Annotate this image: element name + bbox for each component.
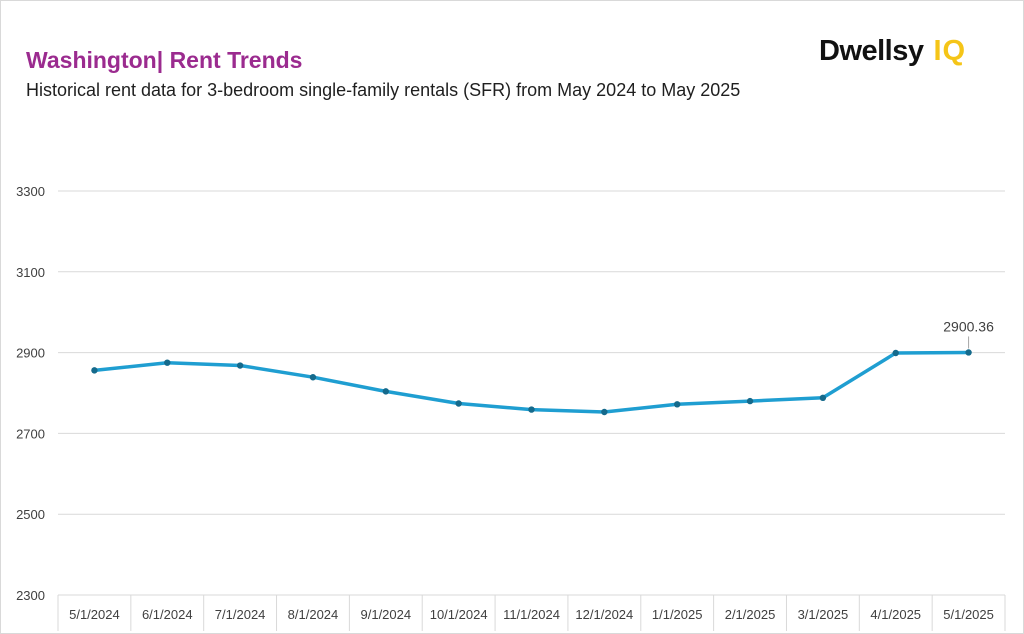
logo-wordmark: Dwellsy: [819, 34, 924, 67]
dwellsy-iq-logo: Dwellsy IQ: [819, 31, 966, 71]
y-tick-label: 3100: [16, 265, 45, 280]
y-tick-label: 3300: [16, 184, 45, 199]
y-tick-label: 2700: [16, 426, 45, 441]
chart-title: Washington| Rent Trends: [26, 47, 302, 74]
x-tick-label: 11/1/2024: [503, 607, 560, 622]
data-label: 2900.36: [943, 318, 994, 334]
data-point: [528, 406, 535, 413]
y-tick-label: 2900: [16, 346, 45, 361]
x-tick-label: 6/1/2024: [142, 607, 193, 622]
data-point: [236, 362, 244, 369]
x-tick-label: 2/1/2025: [725, 607, 776, 622]
data-point: [746, 397, 754, 405]
x-tick-label: 8/1/2024: [288, 607, 339, 622]
x-tick-label: 9/1/2024: [361, 607, 412, 622]
data-point: [91, 367, 98, 374]
data-point: [601, 408, 608, 416]
x-tick-label: 12/1/2024: [575, 607, 633, 622]
data-point: [382, 388, 390, 395]
data-point: [965, 349, 972, 356]
x-tick-label: 1/1/2025: [652, 607, 703, 622]
data-point: [164, 359, 171, 366]
y-tick-label: 2500: [16, 507, 45, 522]
x-tick-label: 3/1/2025: [798, 607, 849, 622]
logo-iq-mark: IQ: [933, 34, 967, 67]
x-tick-label: 10/1/2024: [430, 607, 488, 622]
data-point: [309, 374, 317, 381]
data-point: [455, 400, 462, 407]
x-tick-label: 5/1/2024: [69, 607, 120, 622]
title-separator: |: [156, 47, 170, 73]
x-tick-label: 5/1/2025: [943, 607, 994, 622]
data-point: [819, 394, 827, 402]
x-tick-label: 7/1/2024: [215, 607, 266, 622]
title-location: Washington: [26, 47, 157, 73]
title-topic: Rent Trends: [169, 47, 303, 73]
series-line: [92, 350, 971, 414]
data-point: [892, 349, 899, 357]
y-tick-label: 2300: [16, 588, 45, 603]
x-tick-label: 4/1/2025: [870, 607, 921, 622]
data-point: [673, 401, 681, 408]
chart-subtitle: Historical rent data for 3-bedroom singl…: [26, 80, 741, 100]
